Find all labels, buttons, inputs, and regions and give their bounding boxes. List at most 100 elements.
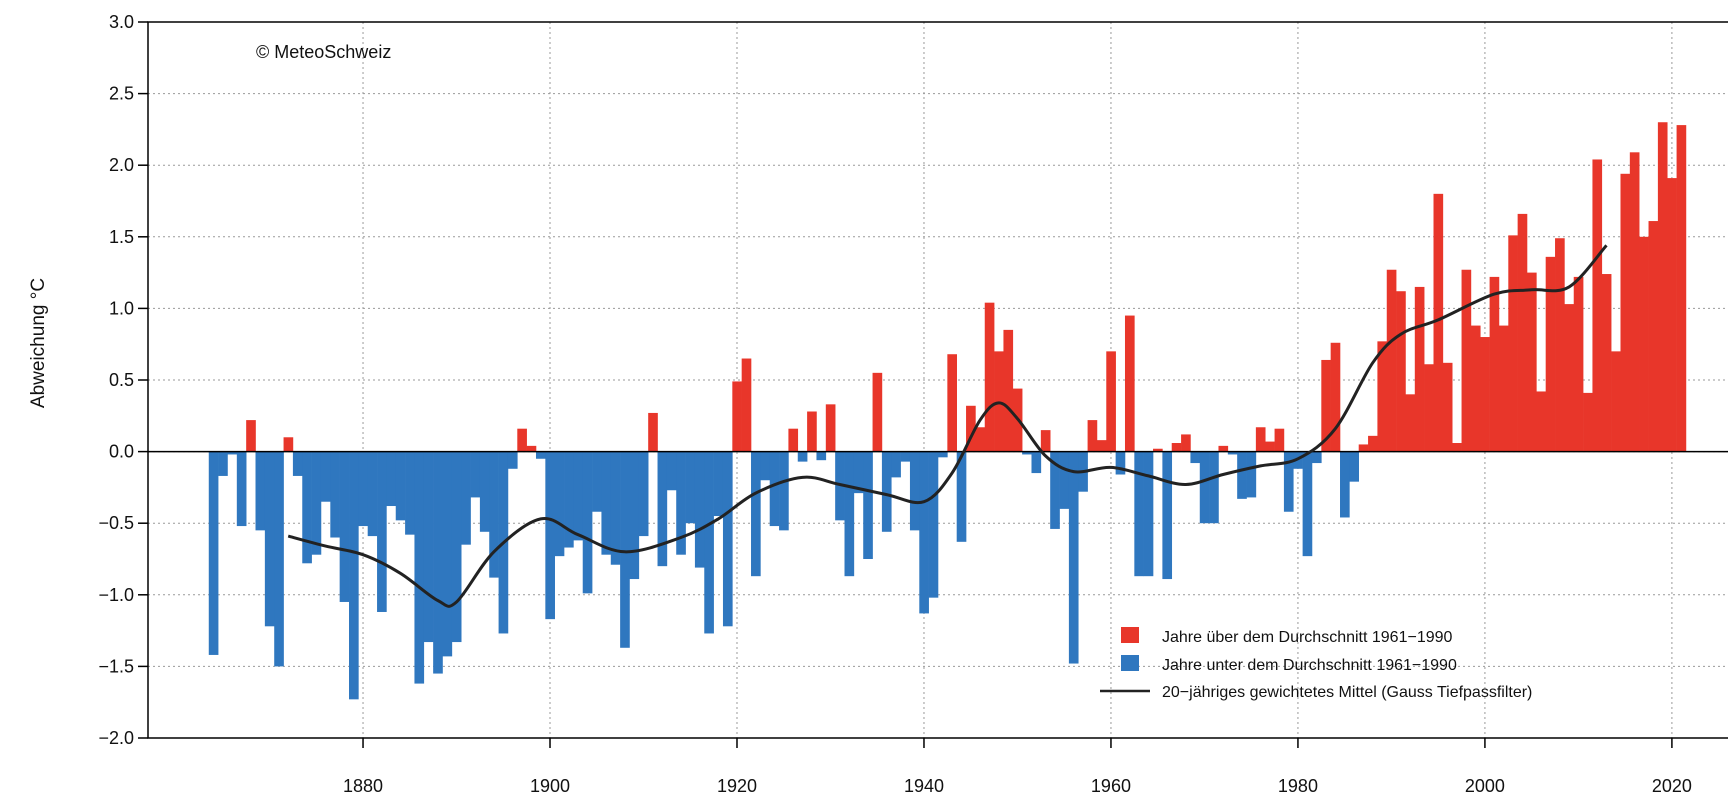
bar-1934	[863, 451, 873, 559]
bar-1908	[620, 451, 630, 648]
bar-2014	[1611, 351, 1621, 452]
bar-1865	[218, 451, 228, 476]
y-tick-label-5: 0.5	[109, 370, 134, 390]
bar-1981	[1302, 451, 1313, 557]
bar-2021	[1676, 125, 1687, 452]
bar-1887	[423, 451, 434, 643]
bar-1951	[1022, 451, 1032, 455]
bar-1875	[311, 451, 322, 555]
bar-1976	[1255, 427, 1266, 452]
bar-1877	[330, 451, 340, 538]
bar-1916	[694, 451, 705, 568]
bar-1954	[1050, 451, 1060, 529]
y-axis-label: Abweichung °C	[28, 278, 49, 408]
bar-1892	[470, 451, 481, 498]
bar-1918	[713, 451, 724, 517]
bar-1914	[676, 451, 686, 555]
y-tick-label-7: −0.5	[98, 513, 134, 533]
bar-1962	[1124, 315, 1135, 452]
bar-1992	[1405, 394, 1416, 452]
bar-1900	[545, 451, 555, 620]
bar-1909	[629, 451, 640, 580]
bar-1866	[227, 451, 238, 455]
bar-2020	[1667, 178, 1677, 452]
bar-1958	[1087, 420, 1098, 452]
x-tick-label-5: 1980	[1278, 776, 1318, 796]
bar-1928	[807, 411, 817, 452]
bar-2008	[1555, 238, 1565, 452]
bar-1890	[451, 451, 462, 643]
bar-1922	[751, 451, 761, 577]
bar-1910	[638, 451, 649, 537]
bar-1986	[1349, 451, 1360, 482]
bar-2010	[1573, 276, 1584, 452]
bar-2013	[1601, 274, 1612, 452]
bar-1973	[1227, 451, 1238, 455]
bar-1872	[283, 437, 294, 452]
bar-1874	[302, 451, 312, 564]
bar-2005	[1526, 272, 1537, 452]
bar-1941	[928, 451, 939, 598]
bar-1868	[246, 420, 256, 452]
bar-1919	[722, 451, 733, 627]
x-tick-label-4: 1960	[1091, 776, 1131, 796]
bar-1897	[517, 428, 527, 452]
bar-1926	[788, 428, 799, 452]
bar-1947	[984, 302, 995, 452]
bar-1969	[1190, 451, 1201, 464]
x-tick-label-1: 1900	[530, 776, 570, 796]
bar-1937	[891, 451, 901, 478]
bar-1998	[1461, 269, 1472, 452]
bar-1955	[1059, 451, 1070, 509]
bar-1944	[956, 451, 967, 542]
y-tick-label-10: −2.0	[98, 728, 134, 748]
bar-1899	[535, 451, 546, 459]
x-tick-label-7: 2020	[1652, 776, 1692, 796]
bar-1979	[1283, 451, 1294, 512]
bar-1938	[900, 451, 911, 462]
bar-2004	[1517, 213, 1528, 452]
bar-2003	[1508, 235, 1518, 452]
bar-1988	[1368, 435, 1378, 452]
bar-1940	[919, 451, 929, 614]
bar-2001	[1489, 276, 1500, 452]
bar-1907	[610, 451, 621, 565]
y-tick-label-0: 3.0	[109, 12, 134, 32]
bar-1898	[526, 445, 537, 452]
bar-1932	[844, 451, 855, 577]
bar-2002	[1498, 325, 1509, 452]
bar-1906	[601, 451, 612, 555]
bar-1953	[1040, 430, 1051, 452]
bar-1878	[339, 451, 350, 602]
bar-2018	[1648, 221, 1659, 452]
legend-swatch-above	[1121, 627, 1139, 643]
bar-1889	[442, 451, 453, 657]
smoothed-mean-line	[287, 244, 1608, 608]
legend: Jahre über dem Durchschnitt 1961−1990 Ja…	[1100, 627, 1532, 701]
bar-1996	[1442, 362, 1453, 452]
bar-1894	[489, 451, 499, 578]
bar-1888	[433, 451, 443, 674]
bar-1984	[1330, 342, 1341, 452]
bar-1901	[554, 451, 565, 557]
bar-2012	[1592, 159, 1603, 452]
bar-1912	[657, 451, 668, 567]
bar-1902	[564, 451, 574, 548]
bar-1970	[1199, 451, 1210, 524]
bar-1876	[320, 451, 331, 502]
bar-1999	[1470, 325, 1481, 452]
bar-1967	[1171, 443, 1182, 452]
y-tick-label-8: −1.0	[98, 585, 134, 605]
bar-1915	[685, 451, 696, 524]
bar-1989	[1377, 341, 1388, 452]
bar-1923	[760, 451, 771, 481]
bar-1964	[1143, 451, 1154, 577]
legend-label-below: Jahre unter dem Durchschnitt 1961−1990	[1162, 657, 1457, 674]
bar-1873	[292, 451, 303, 476]
bar-1930	[825, 404, 836, 452]
bar-1963	[1134, 451, 1144, 577]
bar-1929	[816, 451, 827, 461]
bar-2006	[1536, 391, 1546, 452]
bar-1935	[872, 372, 883, 452]
bar-1972	[1218, 445, 1229, 452]
